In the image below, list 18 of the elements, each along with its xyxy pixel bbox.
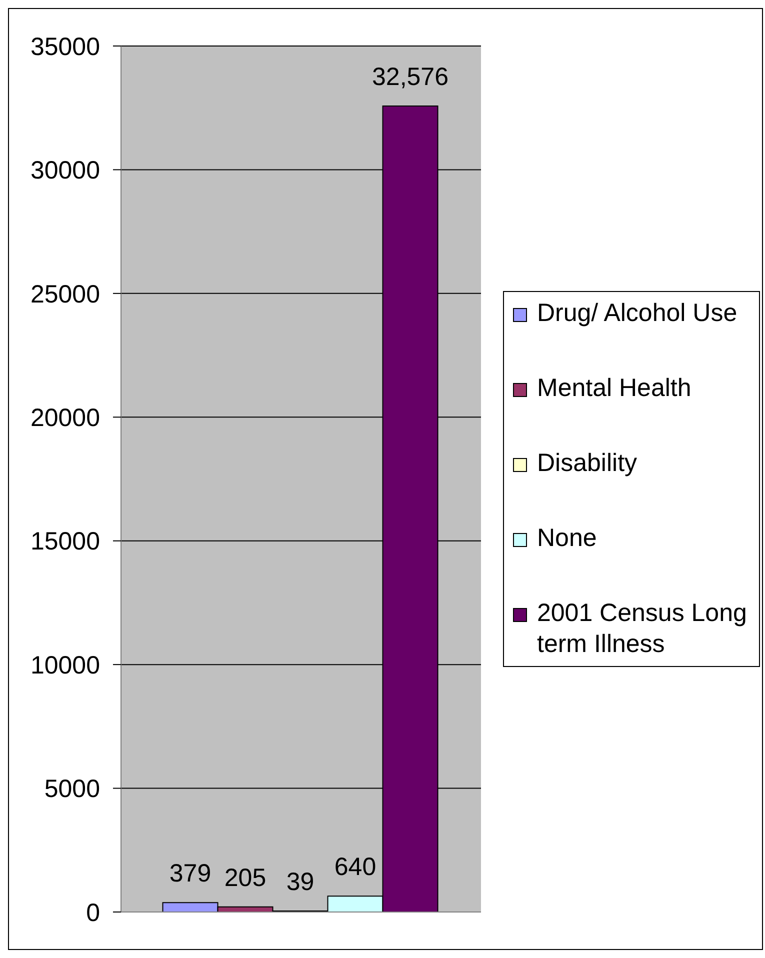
legend-label: 2001 Census Long term Illness bbox=[537, 598, 748, 660]
y-tick-label: 0 bbox=[86, 898, 100, 927]
y-tick-label: 30000 bbox=[30, 156, 100, 185]
y-tick-label: 35000 bbox=[30, 32, 100, 61]
data-label: 205 bbox=[224, 864, 266, 892]
y-tick-label: 5000 bbox=[44, 775, 100, 804]
y-tick-label: 20000 bbox=[30, 404, 100, 432]
data-label: 640 bbox=[334, 853, 376, 882]
data-label: 32,576 bbox=[372, 62, 448, 91]
legend-label: Disability bbox=[537, 448, 638, 479]
y-tick-label: 10000 bbox=[30, 651, 100, 680]
data-label: 39 bbox=[286, 868, 314, 896]
y-tick-label: 25000 bbox=[30, 280, 100, 308]
legend-label: Mental Health bbox=[537, 373, 692, 404]
y-tick-label: 15000 bbox=[30, 528, 100, 556]
legend-label: None bbox=[537, 523, 597, 554]
data-label: 379 bbox=[169, 860, 212, 888]
legend-label: Drug/ Alcohol Use bbox=[537, 298, 738, 329]
